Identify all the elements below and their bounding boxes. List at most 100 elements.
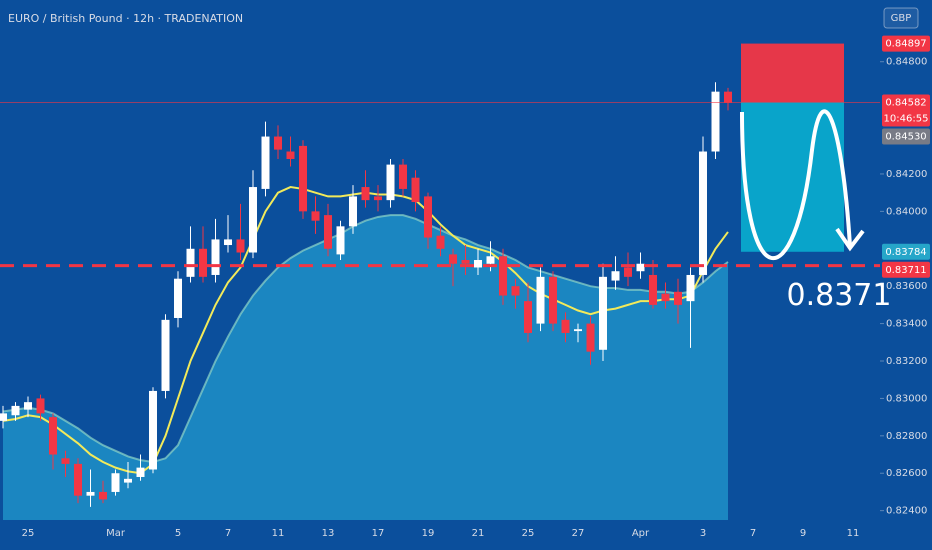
currency-box[interactable] <box>883 7 919 29</box>
candle-body <box>536 276 545 324</box>
x-tick-label: 11 <box>847 528 860 539</box>
y-tick-label: 0.83000 <box>886 393 927 404</box>
candle-body <box>511 286 520 296</box>
candle-body <box>136 467 145 477</box>
x-tick-label: 27 <box>572 528 585 539</box>
candle-body <box>611 271 620 281</box>
candle-body <box>49 417 57 455</box>
candle-body <box>249 187 257 253</box>
candle-body <box>361 187 370 201</box>
x-tick-label: 7 <box>750 528 756 539</box>
candle-body <box>161 319 170 391</box>
price-label: 0.83711 <box>885 265 926 276</box>
candle-body <box>74 463 82 496</box>
y-tick-label: 0.84000 <box>886 206 927 217</box>
x-tick-label: 7 <box>225 528 231 539</box>
candle-body <box>474 260 482 268</box>
candle-body <box>24 402 32 410</box>
candle-body <box>174 278 182 318</box>
candle-body <box>599 276 607 350</box>
candle-body <box>111 473 120 492</box>
x-tick-label: 25 <box>522 528 535 539</box>
candle-body <box>711 91 720 152</box>
y-tick-label: 0.83600 <box>886 281 927 292</box>
price-label-box <box>882 128 930 145</box>
candle-body <box>411 177 420 203</box>
candle-body <box>286 151 295 159</box>
x-tick-label: 3 <box>700 528 706 539</box>
candle-body <box>236 239 245 253</box>
x-tick-label: Apr <box>632 528 650 539</box>
level-label: 0.8371 <box>787 278 892 313</box>
y-tick-label: 0.84800 <box>886 57 927 68</box>
candle-body <box>336 226 345 255</box>
stop-zone <box>741 43 844 103</box>
candle-body <box>124 478 132 483</box>
price-label-box <box>882 243 930 260</box>
candle-body <box>199 248 207 277</box>
candle-body <box>61 458 70 464</box>
candle-body <box>374 196 382 201</box>
candle-body <box>674 291 682 305</box>
x-tick-label: 5 <box>175 528 181 539</box>
target-zone <box>741 102 844 252</box>
candle-body <box>311 211 320 221</box>
x-tick-label: 11 <box>272 528 285 539</box>
x-tick-label: 21 <box>472 528 485 539</box>
candle-body <box>399 164 407 189</box>
candle-body <box>86 491 95 496</box>
candle-body <box>349 196 357 227</box>
price-label: 0.83784 <box>885 247 926 258</box>
candle-body <box>561 319 570 333</box>
candle-body <box>36 398 45 414</box>
currency[interactable]: GBP <box>891 13 912 24</box>
candle-body <box>324 215 332 249</box>
candle-body <box>11 405 20 416</box>
plot-area <box>0 82 732 520</box>
candle-body <box>424 196 432 238</box>
candle-body <box>261 136 270 189</box>
candle-body <box>486 256 495 264</box>
candle-body <box>636 263 645 272</box>
countdown: 10:46:55 <box>884 114 929 125</box>
candle-body <box>224 239 232 246</box>
candle-body <box>724 91 732 103</box>
y-tick-label: 0.82600 <box>886 468 927 479</box>
candle-body <box>461 260 470 264</box>
price-label-box <box>882 35 930 52</box>
x-tick-label: 9 <box>800 528 806 539</box>
forecast-curve <box>740 109 852 260</box>
price-label: 0.84897 <box>885 39 926 50</box>
chart-title: EURO / British Pound · 12h · TRADENATION <box>8 12 243 25</box>
candle-body <box>99 491 107 500</box>
candle-body <box>574 329 582 332</box>
x-tick-label: 19 <box>422 528 435 539</box>
y-tick-label: 0.84200 <box>886 169 927 180</box>
area <box>3 215 728 520</box>
candle-body <box>699 151 707 275</box>
x-tick-label: 17 <box>372 528 385 539</box>
forecast-arrowhead <box>835 227 865 252</box>
candle-body <box>661 293 670 302</box>
price-label-box <box>882 94 930 127</box>
candle-body <box>386 164 395 201</box>
candle-body <box>0 413 7 421</box>
candle-body <box>624 267 632 277</box>
x-tick-label: 25 <box>22 528 35 539</box>
y-tick-label: 0.82800 <box>886 431 927 442</box>
candle-body <box>686 274 695 302</box>
x-tick-label: 13 <box>322 528 335 539</box>
candle-body <box>549 276 557 324</box>
candle-body <box>436 235 445 249</box>
candle-body <box>211 239 220 275</box>
candle-body <box>499 256 507 296</box>
candle-body <box>274 136 282 150</box>
y-tick-label: 0.83200 <box>886 356 927 367</box>
candle-body <box>586 323 595 352</box>
price-label: 0.84530 <box>885 132 926 143</box>
x-tick-label: Mar <box>106 528 126 539</box>
candle-body <box>299 145 307 212</box>
candle-body <box>186 248 195 277</box>
candle-body <box>149 390 157 470</box>
